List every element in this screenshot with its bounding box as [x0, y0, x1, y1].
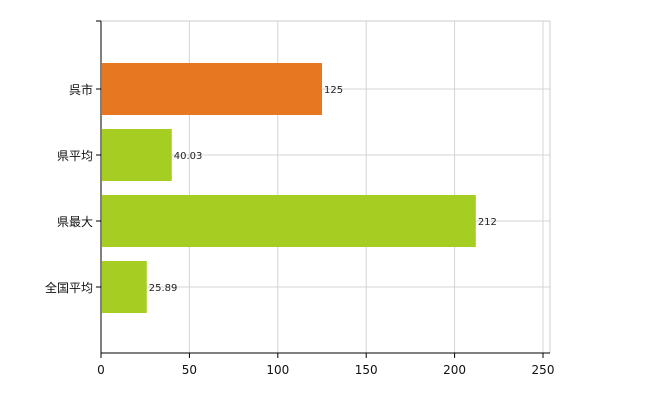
bars: [102, 63, 476, 313]
bar-value-label: 25.89: [149, 283, 178, 294]
x-tick-label: 100: [266, 363, 289, 377]
bar-value-label: 40.03: [174, 151, 203, 162]
labels: 125 呉市 40.03 県平均 212 県最大 25.89 全国平均 0 50 100 150 200…: [45, 82, 554, 377]
axes: [96, 20, 550, 358]
bar: [102, 195, 476, 247]
bar: [102, 63, 322, 115]
x-tick-label: 250: [532, 363, 555, 377]
bar: [102, 129, 172, 181]
bar-value-label: 125: [324, 85, 343, 96]
bar: [102, 261, 147, 313]
category-label: 県平均: [57, 149, 93, 163]
x-tick-label: 0: [97, 363, 105, 377]
category-label: 呉市: [69, 82, 93, 97]
x-tick-label: 150: [355, 363, 378, 377]
x-tick-label: 50: [182, 363, 197, 377]
category-label: 県最大: [57, 215, 93, 229]
bar-value-label: 212: [478, 217, 497, 228]
category-label: 全国平均: [45, 280, 93, 295]
x-tick-label: 200: [443, 363, 466, 377]
